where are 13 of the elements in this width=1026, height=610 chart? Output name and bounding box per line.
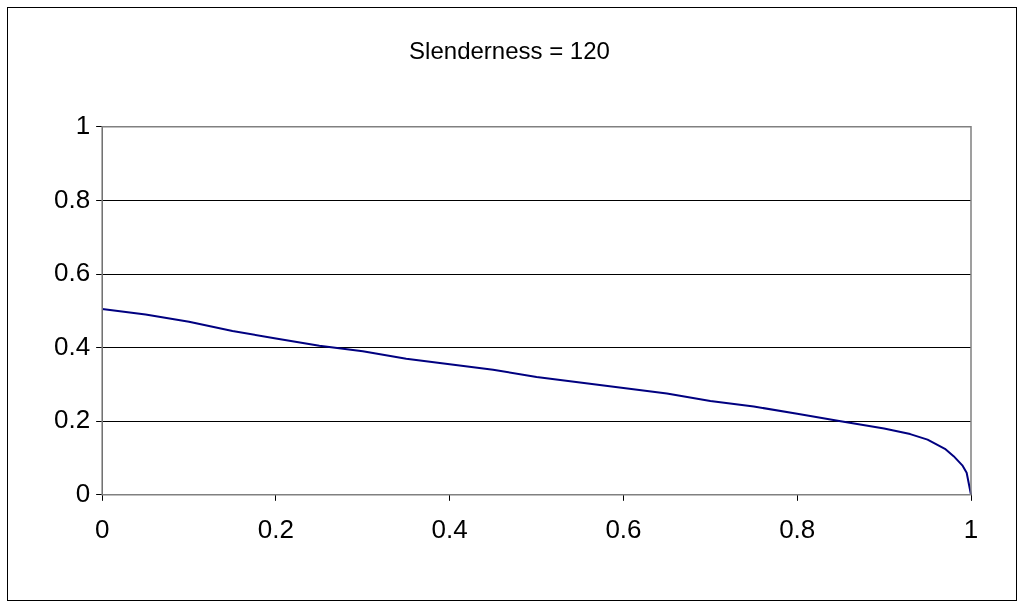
y-tick-label: 0.6 — [53, 257, 91, 288]
x-tick-label: 0.4 — [431, 513, 468, 544]
x-tick-label: 0.8 — [779, 513, 816, 544]
x-tick-label: 1 — [963, 513, 979, 544]
y-tick-label: 0.2 — [53, 404, 91, 435]
x-tick-label: 0 — [94, 513, 110, 544]
chart-title: Slenderness = 120 — [409, 37, 610, 65]
y-tick-label: 1 — [75, 109, 91, 140]
x-tick-label: 0.6 — [605, 513, 642, 544]
y-tick-label: 0.4 — [53, 330, 91, 361]
x-tick-label: 0.2 — [257, 513, 294, 544]
y-tick-label: 0 — [75, 477, 91, 508]
y-tick-label: 0.8 — [53, 183, 91, 214]
